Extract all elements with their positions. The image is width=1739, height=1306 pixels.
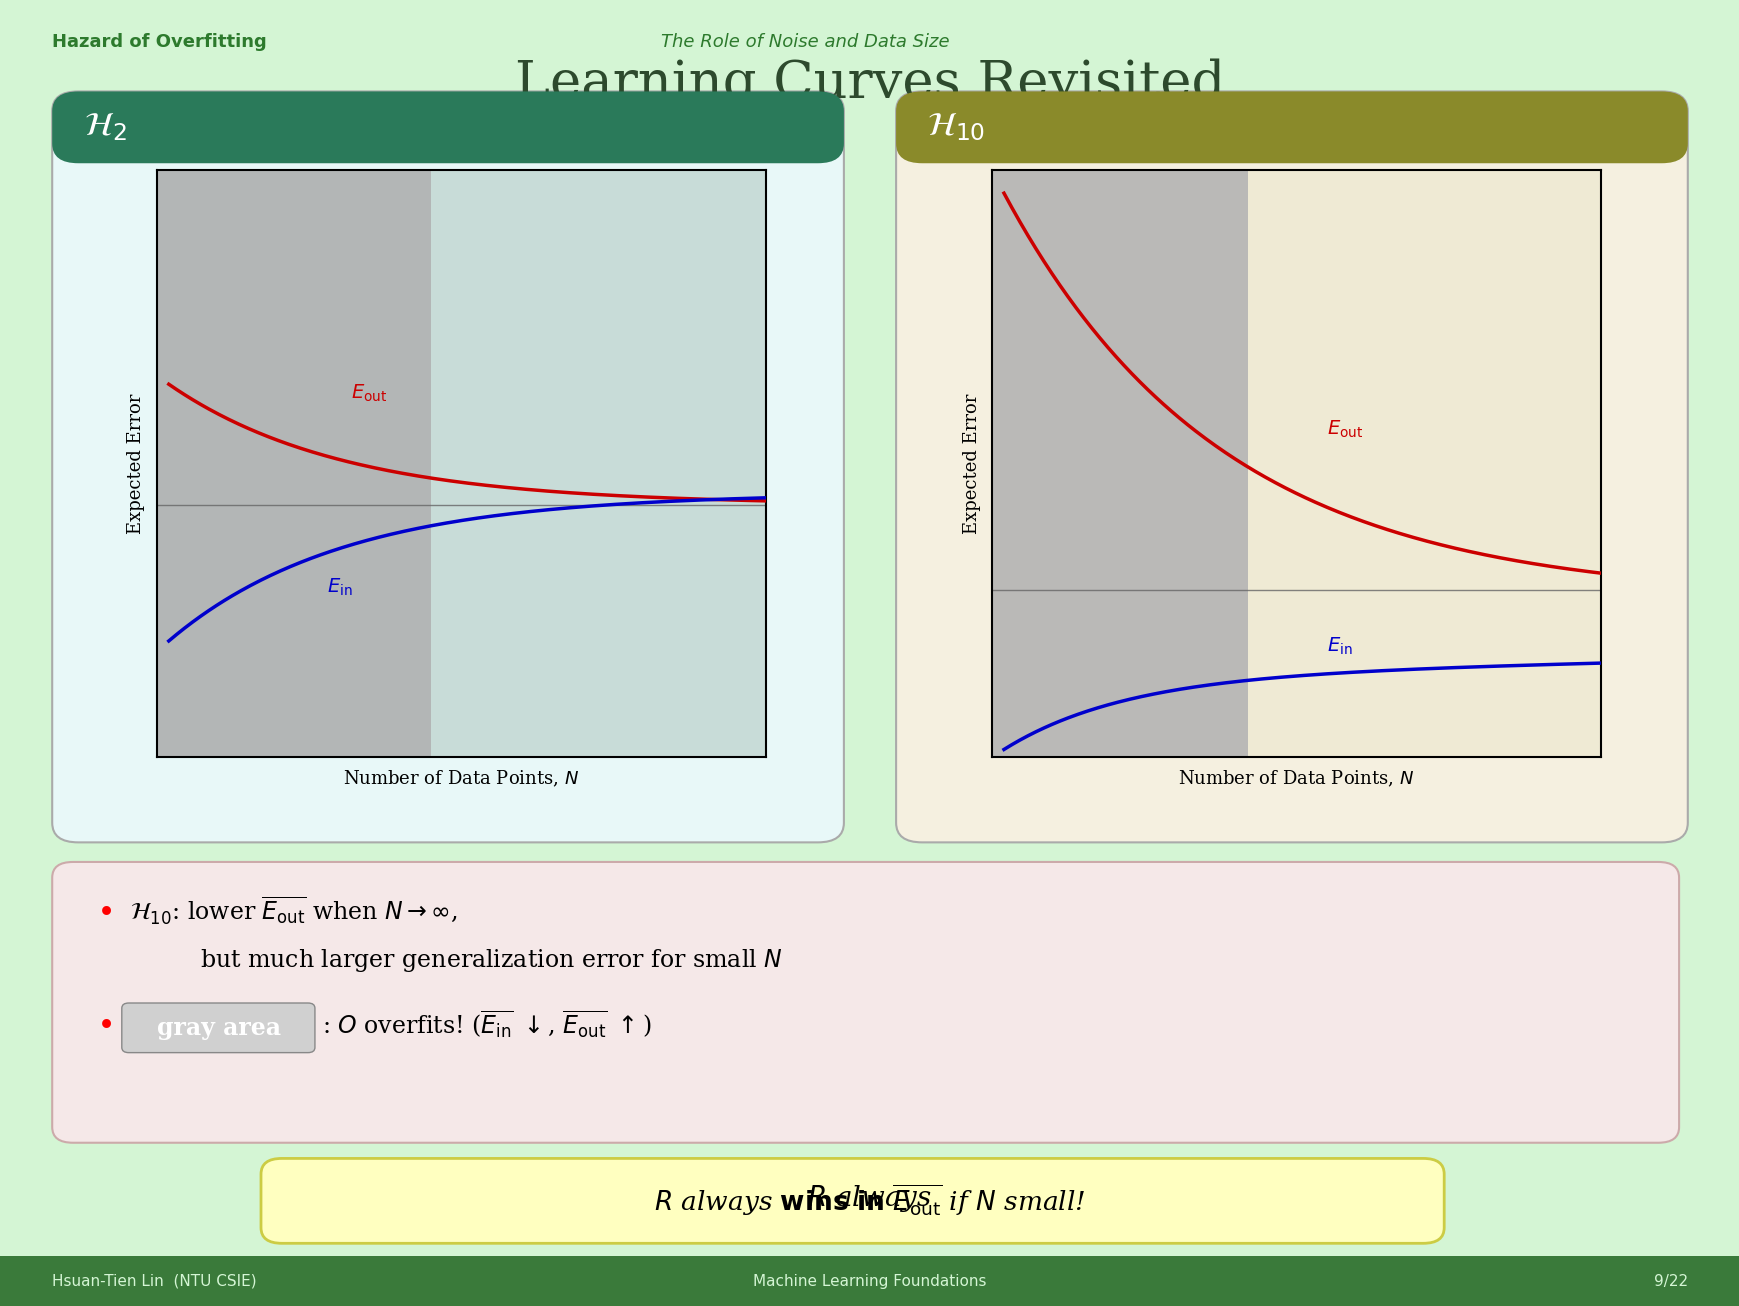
Text: gray area: gray area xyxy=(157,1016,282,1040)
Text: $\bullet$: $\bullet$ xyxy=(96,895,111,923)
Text: Hazard of Overfitting: Hazard of Overfitting xyxy=(52,33,266,51)
Text: Machine Learning Foundations: Machine Learning Foundations xyxy=(753,1273,986,1289)
Bar xyxy=(157,170,430,757)
Text: $E_{\rm out}$: $E_{\rm out}$ xyxy=(1325,418,1362,440)
Text: Hsuan-Tien Lin  (NTU CSIE): Hsuan-Tien Lin (NTU CSIE) xyxy=(52,1273,257,1289)
Bar xyxy=(0,1256,1739,1306)
FancyBboxPatch shape xyxy=(52,91,843,163)
Text: $E_{\rm in}$: $E_{\rm in}$ xyxy=(327,577,353,598)
Text: $R$ always $\mathbf{wins\ in}\ \overline{E_{\rm out}}$ if $N$ small!: $R$ always $\mathbf{wins\ in}\ \overline… xyxy=(654,1182,1085,1218)
Bar xyxy=(430,170,765,757)
Text: $\mathcal{H}_{10}$: $\mathcal{H}_{10}$ xyxy=(927,111,984,144)
Text: $\mathcal{H}_{10}$: lower $\overline{E_{\rm out}}$ when $N \to \infty$,: $\mathcal{H}_{10}$: lower $\overline{E_{… xyxy=(130,895,457,927)
FancyBboxPatch shape xyxy=(261,1158,1443,1243)
X-axis label: Number of Data Points, $N$: Number of Data Points, $N$ xyxy=(1177,769,1414,789)
FancyBboxPatch shape xyxy=(896,91,1687,163)
Text: $E_{\rm in}$: $E_{\rm in}$ xyxy=(1325,636,1351,657)
Text: : $O$ overfits! ($\overline{E_{\rm in}}$ $\downarrow$, $\overline{E_{\rm out}}$ : : $O$ overfits! ($\overline{E_{\rm in}}$… xyxy=(322,1008,650,1040)
Text: but much larger generalization error for small $N$: but much larger generalization error for… xyxy=(200,947,783,974)
Text: $E_{\rm out}$: $E_{\rm out}$ xyxy=(351,383,388,405)
Text: $\mathcal{H}_2$: $\mathcal{H}_2$ xyxy=(83,111,127,144)
Y-axis label: Expected Error: Expected Error xyxy=(962,393,981,534)
FancyBboxPatch shape xyxy=(896,91,1687,842)
Text: $R$ always: $R$ always xyxy=(807,1183,932,1215)
Text: $\bullet$: $\bullet$ xyxy=(96,1008,111,1037)
Bar xyxy=(1247,170,1600,757)
Y-axis label: Expected Error: Expected Error xyxy=(127,393,146,534)
FancyBboxPatch shape xyxy=(122,1003,315,1053)
Text: The Role of Noise and Data Size: The Role of Noise and Data Size xyxy=(661,33,949,51)
FancyBboxPatch shape xyxy=(52,91,843,842)
Bar xyxy=(991,170,1247,757)
X-axis label: Number of Data Points, $N$: Number of Data Points, $N$ xyxy=(343,769,579,789)
Text: 9/22: 9/22 xyxy=(1652,1273,1687,1289)
Text: Learning Curves Revisited: Learning Curves Revisited xyxy=(515,59,1224,110)
FancyBboxPatch shape xyxy=(52,862,1678,1143)
